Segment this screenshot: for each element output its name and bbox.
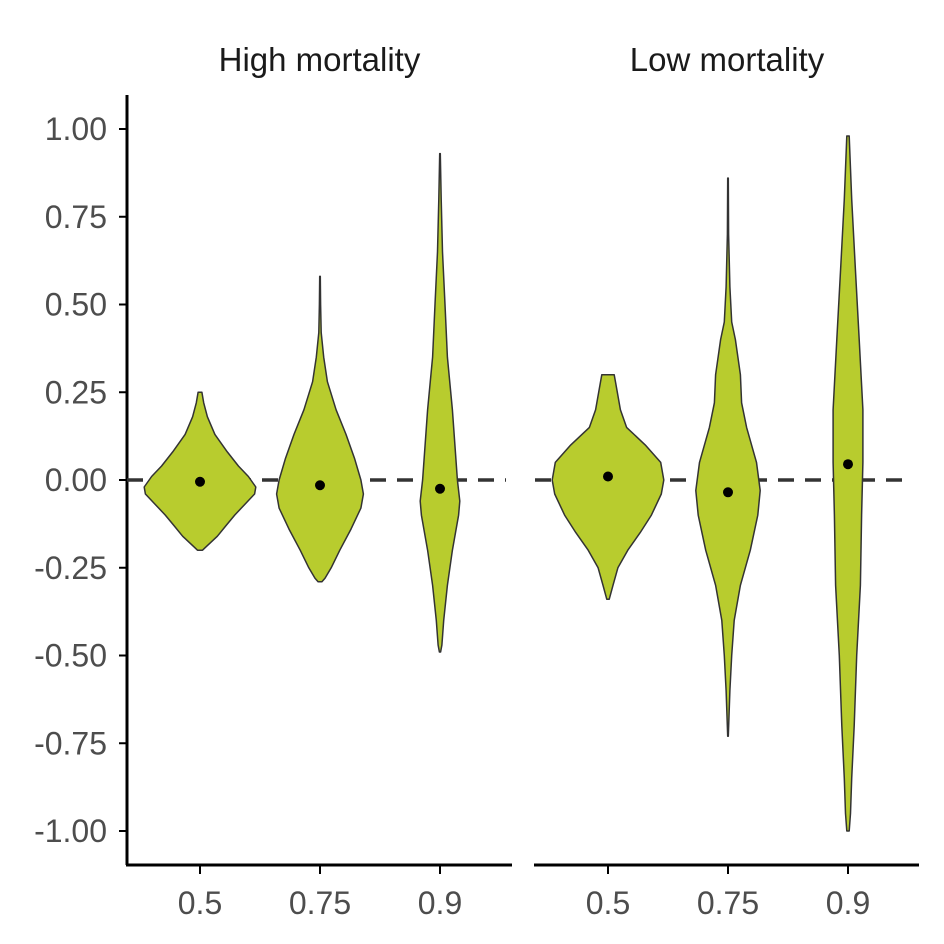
mean-point	[603, 471, 613, 482]
y-tick-label: -0.25	[34, 550, 107, 586]
x-tick-label: 0.9	[418, 885, 462, 921]
violin-shape	[419, 152, 461, 653]
y-tick-label: -0.75	[34, 725, 107, 761]
y-tick-label: 1.00	[45, 111, 107, 147]
y-tick-label: -0.50	[34, 638, 107, 674]
y-tick-label: -1.00	[34, 813, 107, 849]
mean-point	[195, 476, 205, 487]
y-tick-label: 0.75	[45, 199, 107, 235]
violin-shape	[143, 391, 257, 551]
mean-point	[315, 480, 325, 491]
x-tick-label: 0.75	[697, 885, 759, 921]
violin-shape	[695, 177, 761, 737]
x-tick-label: 0.5	[178, 885, 222, 921]
x-tick-label: 0.75	[289, 885, 351, 921]
x-tick-label: 0.5	[586, 885, 630, 921]
violin-shape	[832, 135, 864, 832]
facet-title: High mortality	[219, 41, 421, 78]
mean-point	[723, 487, 733, 498]
mean-point	[843, 459, 853, 470]
violin-shape	[551, 373, 665, 601]
mean-point	[435, 483, 445, 494]
x-tick-label: 0.9	[826, 885, 870, 921]
y-tick-label: 0.25	[45, 374, 107, 410]
facet-title: Low mortality	[630, 41, 825, 78]
violin-shape	[275, 275, 365, 583]
y-tick-label: 0.00	[45, 462, 107, 498]
y-tick-label: 0.50	[45, 287, 107, 323]
